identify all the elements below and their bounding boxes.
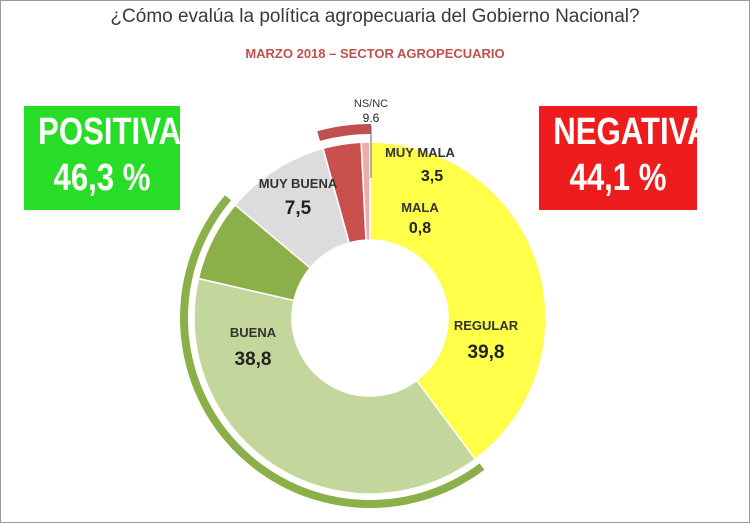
value-regular: 39,8 xyxy=(468,342,505,363)
label-buena: BUENA xyxy=(230,325,277,340)
label-regular: REGULAR xyxy=(454,318,519,333)
positive-label: POSITIVA xyxy=(38,111,182,153)
label-ns-nc: NS/NC xyxy=(354,98,388,110)
value-muy-buena: 7,5 xyxy=(285,198,312,219)
negative-summary-box: NEGATIVA 44,1 % xyxy=(539,106,710,210)
value-mala: 0,8 xyxy=(409,220,431,237)
label-mala: MALA xyxy=(401,200,439,215)
group-arc-negativa xyxy=(317,124,372,141)
positive-summary-box: POSITIVA 46,3 % xyxy=(24,106,182,210)
slice-regular xyxy=(369,141,547,461)
page-title: ¿Cómo evalúa la política agropecuaria de… xyxy=(110,6,640,27)
group-arc-positiva xyxy=(179,195,485,509)
page-subtitle: MARZO 2018 – SECTOR AGROPECUARIO xyxy=(245,46,505,61)
label-muy-mala: MUY MALA xyxy=(385,145,455,160)
value-buena: 38,8 xyxy=(235,349,272,370)
negative-value: 44,1 % xyxy=(569,156,667,199)
positive-value: 46,3 % xyxy=(53,156,151,199)
value-muy-mala: 3,5 xyxy=(421,168,443,185)
value-ns-nc: 9.6 xyxy=(363,111,380,125)
slice-buena xyxy=(193,277,477,495)
slice-mala xyxy=(360,141,371,241)
label-muy-buena: MUY BUENA xyxy=(259,176,338,191)
